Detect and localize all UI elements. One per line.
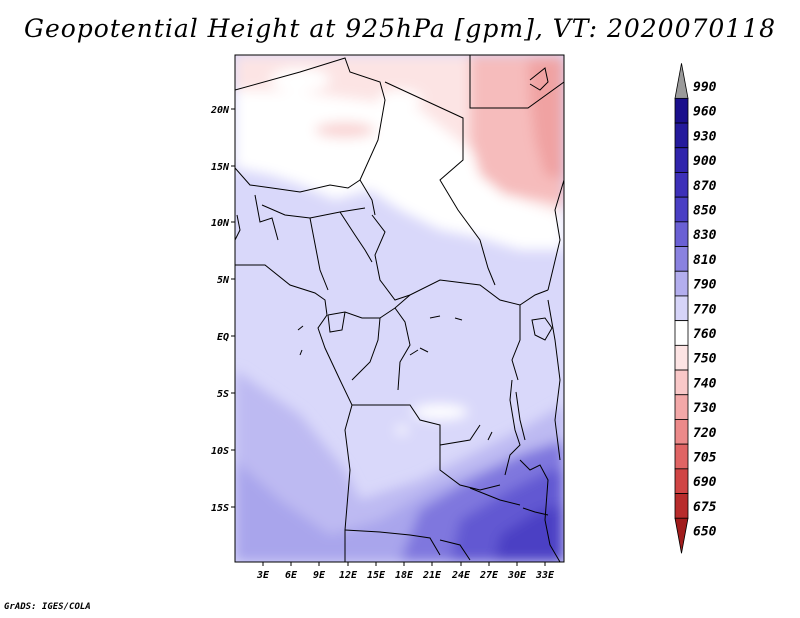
colorbar-swatch xyxy=(674,369,689,396)
lon-label: 15E xyxy=(367,570,386,581)
colorbar-label: 720 xyxy=(693,426,717,441)
lon-label: 33E xyxy=(535,570,555,581)
colorbar: 990 960 930 900 870 850 830 810 790 770 760 750 740 7… xyxy=(674,63,717,554)
colorbar-swatch xyxy=(674,517,689,554)
map-frame xyxy=(234,54,565,563)
colorbar-label: 690 xyxy=(693,475,717,490)
colorbar-label: 790 xyxy=(693,278,717,293)
footer-credit: GrADS: IGES/COLA xyxy=(4,602,91,612)
colorbar-swatch xyxy=(674,221,689,247)
lat-label: 5N xyxy=(217,275,230,286)
colorbar-swatch xyxy=(674,493,689,519)
colorbar-label: 650 xyxy=(693,525,717,540)
colorbar-swatch xyxy=(674,147,689,173)
colorbar-swatch xyxy=(674,419,689,445)
lon-label: 9E xyxy=(313,570,326,581)
colorbar-swatch xyxy=(674,394,689,420)
map-title: Geopotential Height at 925hPa [gpm], VT:… xyxy=(23,14,777,43)
colorbar-label: 900 xyxy=(693,154,717,169)
lon-label: 6E xyxy=(285,570,298,581)
colorbar-swatch xyxy=(674,468,689,494)
axis-ticks xyxy=(231,108,546,566)
colorbar-label: 770 xyxy=(693,302,717,317)
colorbar-swatch xyxy=(674,172,689,198)
lat-label: EQ xyxy=(217,332,229,343)
lon-label: 30E xyxy=(507,570,527,581)
colorbar-swatch xyxy=(674,344,689,371)
colorbar-swatch xyxy=(674,270,689,297)
colorbar-label: 870 xyxy=(693,179,717,194)
colorbar-label: 740 xyxy=(693,376,717,391)
lat-label: 20N xyxy=(210,105,230,116)
colorbar-label: 990 xyxy=(693,80,717,95)
colorbar-swatch xyxy=(674,320,689,346)
colorbar-swatch xyxy=(674,122,689,149)
colorbar-label: 960 xyxy=(693,105,717,120)
colorbar-label: 705 xyxy=(693,451,717,466)
colorbar-label: 760 xyxy=(693,327,717,342)
lat-label: 15S xyxy=(211,503,229,514)
lon-label: 21E xyxy=(422,570,442,581)
colorbar-label: 830 xyxy=(693,228,717,243)
colorbar-swatch xyxy=(674,295,689,322)
colorbar-label: 750 xyxy=(693,352,717,367)
lat-label: 5S xyxy=(217,389,229,400)
height-field xyxy=(235,55,564,562)
colorbar-label: 850 xyxy=(693,204,717,219)
lon-label: 27E xyxy=(479,570,499,581)
colorbar-label: 810 xyxy=(693,253,717,268)
lat-label: 15N xyxy=(211,162,230,173)
lat-label: 10S xyxy=(211,446,229,457)
colorbar-swatch xyxy=(674,63,689,99)
lon-label: 12E xyxy=(339,570,358,581)
colorbar-swatch xyxy=(674,97,689,124)
colorbar-swatch xyxy=(674,196,689,223)
political-boundaries xyxy=(235,55,564,562)
lon-label: 24E xyxy=(451,570,471,581)
lon-label: 18E xyxy=(395,570,414,581)
lat-label: 10N xyxy=(211,218,230,229)
colorbar-label: 730 xyxy=(693,401,717,416)
colorbar-swatch xyxy=(674,246,689,272)
lon-label: 3E xyxy=(256,570,270,581)
colorbar-label: 930 xyxy=(693,129,717,144)
colorbar-swatch xyxy=(674,443,689,470)
colorbar-label: 675 xyxy=(693,500,717,515)
